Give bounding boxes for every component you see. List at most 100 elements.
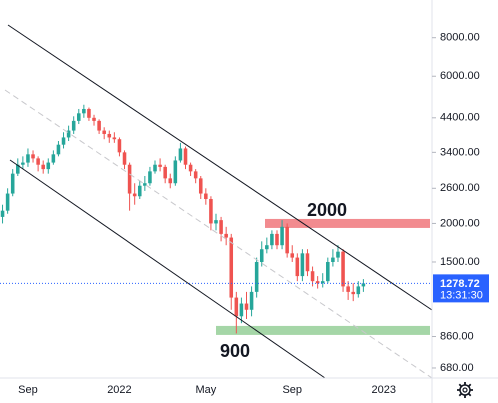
candle-body bbox=[214, 220, 218, 224]
x-tick-label: May bbox=[195, 384, 216, 396]
candle-body bbox=[163, 166, 167, 179]
price-box bbox=[433, 274, 489, 303]
candle-body bbox=[300, 253, 305, 277]
candle-body bbox=[229, 237, 234, 298]
candle-body bbox=[112, 137, 117, 140]
zone bbox=[216, 325, 430, 335]
zone-label-bg bbox=[216, 340, 254, 365]
x-tick-label: Sep bbox=[18, 384, 38, 396]
candle-body bbox=[5, 193, 10, 211]
y-tick-label: 4400.00 bbox=[440, 112, 480, 124]
price-label: 1278.72 bbox=[440, 278, 480, 290]
x-tick-label: Sep bbox=[282, 384, 302, 396]
candle-body bbox=[346, 286, 350, 292]
candle-body bbox=[275, 233, 279, 246]
candle-body bbox=[87, 108, 91, 118]
candle-body bbox=[341, 251, 345, 287]
candle-body bbox=[295, 257, 300, 277]
candle-body bbox=[61, 137, 66, 145]
candle-body bbox=[127, 164, 132, 194]
candle-body bbox=[198, 178, 203, 194]
candle-body bbox=[188, 164, 193, 172]
candle-body bbox=[76, 113, 81, 121]
candle-body bbox=[66, 130, 71, 138]
candle-body bbox=[265, 245, 269, 250]
candle-body bbox=[285, 226, 289, 254]
candle-body bbox=[351, 291, 356, 295]
candle-body bbox=[71, 120, 76, 131]
y-tick-label: 2000.00 bbox=[440, 217, 480, 229]
candle-body bbox=[315, 281, 320, 284]
countdown-label: 13:31:30 bbox=[440, 289, 483, 301]
candle-body bbox=[148, 171, 152, 184]
candle-body bbox=[36, 158, 40, 165]
candle-body bbox=[224, 233, 228, 238]
candle-body bbox=[31, 154, 35, 159]
candle-body bbox=[143, 183, 147, 186]
zone-label: 2000 bbox=[307, 200, 347, 220]
candle-body bbox=[117, 139, 122, 153]
candle-body bbox=[21, 162, 25, 165]
candle-body bbox=[259, 249, 264, 262]
candle-body bbox=[153, 164, 157, 172]
y-tick-label: 8000.00 bbox=[440, 32, 480, 44]
y-tick-label: 2600.00 bbox=[440, 182, 480, 194]
candle-body bbox=[356, 286, 361, 295]
candle-body bbox=[331, 257, 335, 262]
gear-teeth bbox=[457, 382, 473, 398]
candle-body bbox=[41, 164, 45, 170]
channel-lower bbox=[9, 159, 326, 379]
channel-upper bbox=[7, 24, 433, 311]
candle-body bbox=[122, 152, 127, 165]
candle-body bbox=[234, 297, 239, 317]
candle-body bbox=[305, 253, 310, 272]
candle-body bbox=[270, 233, 274, 246]
candle-body bbox=[26, 154, 30, 163]
settings-icon[interactable] bbox=[457, 382, 473, 398]
gear-hub bbox=[462, 387, 468, 393]
candle-body bbox=[82, 108, 86, 114]
candle-body bbox=[137, 185, 142, 197]
candle-body bbox=[280, 226, 284, 246]
candle-body bbox=[290, 253, 295, 258]
x-tick-label: 2022 bbox=[107, 384, 131, 396]
candle-body bbox=[326, 261, 330, 282]
zone-label: 900 bbox=[220, 341, 250, 361]
candle-body bbox=[336, 251, 340, 258]
candle-body bbox=[254, 261, 259, 292]
y-tick-label: 6000.00 bbox=[440, 70, 480, 82]
candle-body bbox=[310, 271, 315, 282]
candle-body bbox=[361, 283, 366, 287]
candle-body bbox=[320, 281, 325, 284]
plot-area bbox=[0, 104, 430, 335]
channel-mid bbox=[4, 89, 433, 379]
candle-body bbox=[158, 164, 162, 167]
candle-body bbox=[0, 210, 5, 217]
candle-body bbox=[249, 291, 254, 310]
candle-body bbox=[46, 162, 51, 170]
y-tick-label: 3400.00 bbox=[440, 146, 480, 158]
candle-body bbox=[204, 193, 208, 200]
candle-body bbox=[102, 130, 106, 134]
candle-body bbox=[209, 199, 213, 224]
candle-body bbox=[97, 120, 101, 131]
candle-body bbox=[16, 164, 20, 174]
candle-body bbox=[193, 171, 198, 179]
candle-body bbox=[168, 178, 173, 184]
candle-body bbox=[132, 193, 137, 197]
candle-body bbox=[10, 173, 15, 194]
candle-body bbox=[51, 154, 56, 163]
candle-body bbox=[183, 148, 188, 165]
y-tick-label: 680.00 bbox=[440, 362, 474, 374]
zone bbox=[265, 218, 430, 228]
y-tick-label: 1500.00 bbox=[440, 256, 480, 268]
candle-body bbox=[239, 303, 244, 317]
candle-body bbox=[178, 148, 183, 161]
y-tick-label: 860.00 bbox=[440, 330, 474, 342]
x-tick-label: 2023 bbox=[371, 384, 395, 396]
candle-body bbox=[92, 117, 96, 121]
candle-body bbox=[219, 220, 223, 234]
candle-body bbox=[56, 144, 61, 155]
